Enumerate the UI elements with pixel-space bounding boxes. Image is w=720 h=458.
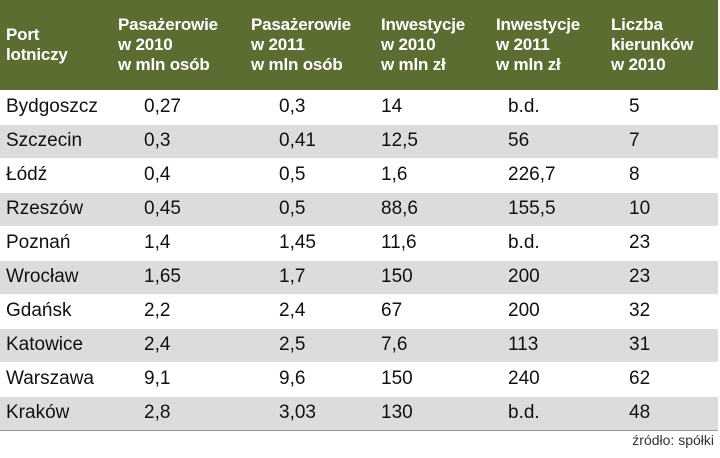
table-row: Kraków 2,8 3,03 130 b.d. 48: [0, 396, 718, 430]
cell-passengers-2010: 2,4: [144, 334, 171, 355]
cell-port: Warszawa: [6, 368, 94, 389]
cell-destinations-2010: 32: [629, 300, 651, 321]
cell-port: Bydgoszcz: [6, 95, 98, 117]
cell-port: Kraków: [6, 402, 70, 423]
cell-investments-2010: 150: [381, 266, 413, 287]
cell-investments-2011: 226,7: [508, 164, 556, 185]
table-row: Rzeszów 0,45 0,5 88,6 155,5 10: [0, 192, 718, 226]
cell-passengers-2011: 9,6: [279, 368, 306, 389]
cell-passengers-2010: 9,1: [144, 368, 171, 389]
header-passengers-2010: Pasażerowie w 2010 w mln osób: [118, 15, 218, 74]
cell-investments-2011: b.d.: [508, 232, 540, 253]
cell-investments-2010: 11,6: [381, 232, 417, 253]
cell-port: Wrocław: [6, 266, 79, 287]
header-destinations-2010: Liczba kierunków w 2010: [611, 15, 694, 74]
cell-port: Szczecin: [6, 130, 83, 151]
cell-passengers-2011: 1,45: [279, 232, 316, 253]
cell-investments-2011: 200: [508, 300, 540, 321]
cell-investments-2011: 200: [508, 266, 540, 287]
header-port: Port lotniczy: [6, 25, 68, 64]
cell-investments-2011: 240: [508, 368, 540, 389]
cell-passengers-2011: 2,5: [279, 334, 306, 355]
cell-investments-2010: 150: [381, 368, 413, 389]
cell-investments-2010: 1,6: [381, 164, 408, 185]
table-row: Łódź 0,4 0,5 1,6 226,7 8: [0, 158, 718, 192]
cell-passengers-2010: 0,45: [144, 198, 181, 219]
cell-passengers-2011: 1,7: [279, 266, 306, 287]
source-note: źródło: spółki: [632, 432, 714, 448]
table-row: Gdańsk 2,2 2,4 67 200 32: [0, 294, 718, 328]
cell-destinations-2010: 10: [629, 198, 651, 219]
cell-investments-2011: 113: [508, 334, 539, 355]
table-row: Wrocław 1,65 1,7 150 200 23: [0, 260, 718, 294]
cell-investments-2010: 130: [381, 402, 413, 423]
cell-passengers-2011: 2,4: [279, 300, 306, 321]
header-passengers-2011: Pasażerowie w 2011 w mln osób: [251, 15, 351, 74]
airports-table: Port lotniczy Pasażerowie w 2010 w mln o…: [0, 0, 718, 430]
cell-passengers-2010: 0,27: [144, 95, 181, 117]
cell-passengers-2011: 0,5: [279, 164, 306, 185]
cell-destinations-2010: 8: [629, 164, 640, 185]
cell-investments-2011: b.d.: [508, 95, 540, 117]
cell-passengers-2011: 3,03: [279, 402, 316, 423]
cell-investments-2011: b.d.: [508, 402, 540, 423]
cell-passengers-2010: 2,2: [144, 300, 171, 321]
cell-passengers-2010: 2,8: [144, 402, 171, 423]
cell-investments-2010: 7,6: [381, 334, 408, 355]
cell-passengers-2010: 1,65: [144, 266, 181, 287]
cell-port: Katowice: [6, 334, 84, 355]
cell-destinations-2010: 31: [629, 334, 651, 355]
cell-passengers-2011: 0,5: [279, 198, 306, 219]
cell-passengers-2011: 0,41: [279, 130, 316, 151]
cell-destinations-2010: 7: [629, 130, 640, 151]
cell-passengers-2010: 0,3: [144, 130, 171, 151]
cell-destinations-2010: 62: [629, 368, 651, 389]
table-row: Poznań 1,4 1,45 11,6 b.d. 23: [0, 226, 718, 260]
cell-port: Łódź: [6, 164, 48, 185]
header-investments-2011: Inwestycje w 2011 w mln zł: [496, 15, 580, 74]
cell-investments-2010: 88,6: [381, 198, 418, 219]
cell-destinations-2010: 5: [629, 95, 640, 117]
cell-investments-2011: 155,5: [508, 198, 556, 219]
cell-investments-2010: 12,5: [381, 130, 418, 151]
cell-port: Poznań: [6, 232, 71, 253]
cell-passengers-2010: 1,4: [144, 232, 171, 253]
table-row: Szczecin 0,3 0,41 12,5 56 7: [0, 124, 718, 158]
cell-passengers-2011: 0,3: [279, 95, 306, 117]
table-body: Bydgoszcz 0,27 0,3 14 b.d. 5 Szczecin 0,3 0,41 12…: [0, 90, 718, 430]
table-row: Warszawa 9,1 9,6 150 240 62: [0, 362, 718, 396]
airports-table-container: Port lotniczy Pasażerowie w 2010 w mln o…: [0, 0, 718, 430]
cell-port: Gdańsk: [6, 300, 72, 321]
table-row: Bydgoszcz 0,27 0,3 14 b.d. 5: [0, 90, 718, 124]
table-row: Katowice 2,4 2,5 7,6 113 31: [0, 328, 718, 362]
cell-destinations-2010: 23: [629, 232, 651, 253]
cell-passengers-2010: 0,4: [144, 164, 171, 185]
table-header: Port lotniczy Pasażerowie w 2010 w mln o…: [0, 0, 718, 90]
cell-destinations-2010: 48: [629, 402, 651, 423]
cell-investments-2010: 67: [381, 300, 403, 321]
cell-investments-2010: 14: [381, 95, 403, 117]
header-row: Port lotniczy Pasażerowie w 2010 w mln o…: [0, 0, 718, 90]
cell-port: Rzeszów: [6, 198, 84, 219]
cell-destinations-2010: 23: [629, 266, 651, 287]
header-investments-2010: Inwestycje w 2010 w mln zł: [381, 15, 465, 74]
cell-investments-2011: 56: [508, 130, 530, 151]
